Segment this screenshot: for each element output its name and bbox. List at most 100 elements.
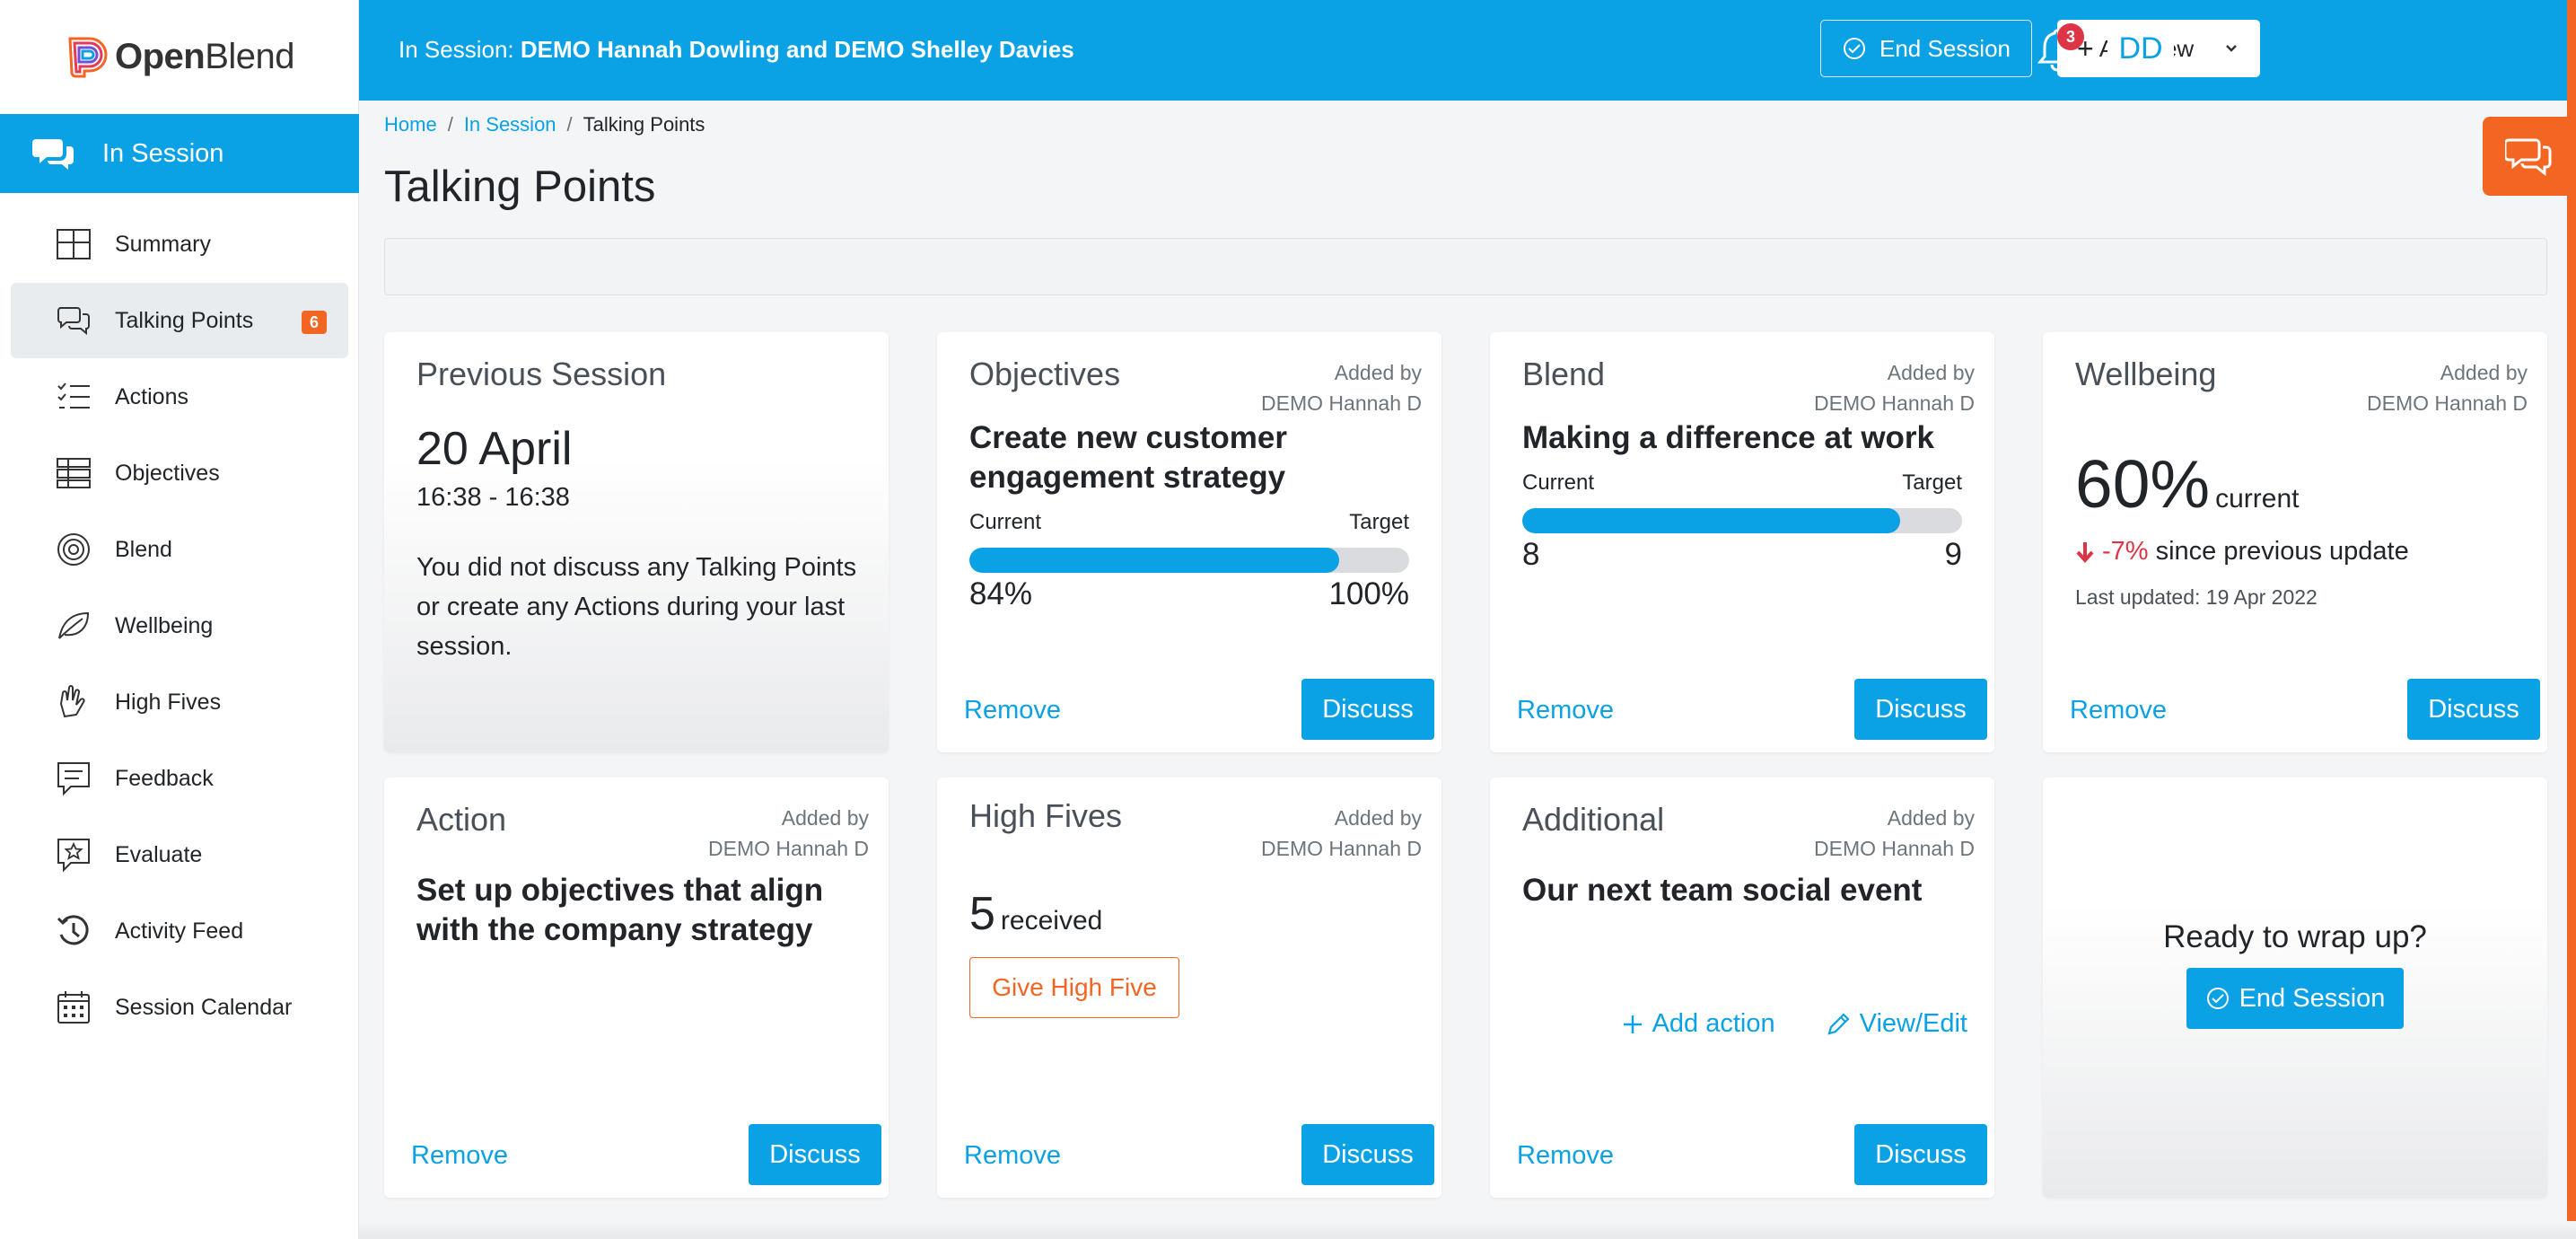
- sidebar-nav: Summary Talking Points 6 Actions Objecti…: [11, 206, 348, 1046]
- remove-button[interactable]: Remove: [1517, 1141, 1614, 1170]
- high-fives-count-value: 5: [969, 888, 995, 940]
- discuss-button[interactable]: Discuss: [749, 1124, 881, 1185]
- wrap-up-end-session-button[interactable]: End Session: [2186, 968, 2404, 1029]
- card-action: Action Added by DEMO Hannah D Set up obje…: [384, 778, 889, 1198]
- sidebar-item-label: Activity Feed: [115, 918, 244, 944]
- discuss-button[interactable]: Discuss: [1301, 679, 1434, 740]
- openblend-logo-icon: [68, 37, 108, 77]
- sidebar-item-talking-points[interactable]: Talking Points 6: [11, 283, 348, 358]
- discuss-button[interactable]: Discuss: [1854, 1124, 1987, 1185]
- remove-button[interactable]: Remove: [2070, 696, 2167, 725]
- wellbeing-current-word: current: [2215, 484, 2300, 514]
- added-by: Added by DEMO Hannah D: [2367, 357, 2528, 418]
- progress-fill: [1522, 508, 1901, 533]
- actions-list-icon: [56, 379, 92, 415]
- breadcrumb-home[interactable]: Home: [384, 113, 437, 136]
- wellbeing-last-updated: Last updated: 19 Apr 2022: [2075, 585, 2318, 609]
- sidebar-item-label: Wellbeing: [115, 612, 214, 638]
- card-title: Previous Session: [416, 356, 667, 392]
- sidebar-item-actions[interactable]: Actions: [11, 359, 348, 435]
- view-edit-label: View/Edit: [1859, 1009, 1967, 1038]
- chat-toggle-button[interactable]: [2483, 117, 2576, 196]
- sidebar-item-high-fives[interactable]: High Fives: [11, 664, 348, 740]
- discuss-button[interactable]: Discuss: [1301, 1124, 1434, 1185]
- add-action-link[interactable]: Add action: [1622, 1009, 1775, 1039]
- session-prefix: In Session:: [399, 36, 514, 63]
- wellbeing-change-text: since previous update: [2155, 537, 2409, 566]
- sidebar-item-activity-feed[interactable]: Activity Feed: [11, 893, 348, 969]
- breadcrumb: Home / In Session / Talking Points: [384, 113, 705, 136]
- added-by: Added by DEMO Hannah D: [1261, 357, 1422, 418]
- remove-button[interactable]: Remove: [1517, 696, 1614, 725]
- give-high-five-button[interactable]: Give High Five: [969, 957, 1179, 1018]
- bottom-fade: [359, 1221, 2576, 1239]
- added-by: Added by DEMO Hannah D: [708, 803, 869, 864]
- added-by-name: DEMO Hannah D: [1261, 837, 1422, 860]
- remove-button[interactable]: Remove: [964, 696, 1061, 725]
- sidebar-section-in-session[interactable]: In Session: [0, 114, 359, 193]
- user-avatar[interactable]: DD: [2107, 22, 2174, 75]
- card-high-fives: High Fives Added by DEMO Hannah D 5 receiv…: [937, 778, 1441, 1198]
- sidebar-item-session-calendar[interactable]: Session Calendar: [11, 970, 348, 1045]
- breadcrumb-in-session[interactable]: In Session: [463, 113, 556, 136]
- sidebar-item-label: High Fives: [115, 689, 222, 715]
- added-by-label: Added by: [1334, 361, 1422, 384]
- check-circle-icon: [1844, 38, 1865, 59]
- app-logo[interactable]: OpenBlend: [0, 0, 358, 114]
- sidebar-item-feedback[interactable]: Feedback: [11, 741, 348, 816]
- card-objectives: Objectives Added by DEMO Hannah D Create …: [937, 332, 1441, 752]
- sidebar-item-evaluate[interactable]: Evaluate: [11, 817, 348, 892]
- card-blend: Blend Added by DEMO Hannah D Making a dif…: [1490, 332, 1994, 752]
- high-five-icon: [56, 684, 92, 720]
- sidebar-item-summary[interactable]: Summary: [11, 206, 348, 282]
- sidebar-item-wellbeing[interactable]: Wellbeing: [11, 588, 348, 663]
- previous-session-text: You did not discuss any Talking Points o…: [416, 553, 857, 661]
- view-edit-link[interactable]: View/Edit: [1826, 1009, 1967, 1039]
- sidebar-item-label: Blend: [115, 536, 172, 562]
- talking-points-count-badge: 6: [302, 311, 327, 334]
- target-label: Target: [1902, 470, 1962, 495]
- card-title: Blend: [1522, 356, 1606, 392]
- end-session-button[interactable]: End Session: [1820, 20, 2032, 77]
- chat-icon: [2505, 138, 2552, 176]
- wellbeing-leaf-icon: [56, 608, 92, 644]
- added-by-name: DEMO Hannah D: [1814, 391, 1975, 415]
- discuss-button[interactable]: Discuss: [1854, 679, 1987, 740]
- added-by-name: DEMO Hannah D: [1814, 837, 1975, 860]
- wellbeing-percent-value: 60%: [2075, 446, 2211, 522]
- current-label: Current: [1522, 470, 1595, 495]
- add-action-label: Add action: [1652, 1009, 1775, 1038]
- objectives-icon: [56, 455, 92, 491]
- added-by-label: Added by: [2440, 361, 2528, 384]
- wrap-up-end-session-label: End Session: [2239, 983, 2386, 1013]
- card-title: Wellbeing: [2075, 356, 2217, 392]
- filter-bar: [384, 238, 2547, 295]
- target-value: 100%: [1328, 576, 1409, 611]
- sidebar-item-label: Evaluate: [115, 841, 203, 867]
- current-value: 84%: [969, 576, 1033, 611]
- sidebar-item-label: Objectives: [115, 460, 220, 486]
- added-by-name: DEMO Hannah D: [2367, 391, 2528, 415]
- talking-points-icon: [56, 303, 92, 338]
- blend-headline: Making a difference at work: [1522, 420, 1935, 455]
- session-participants: DEMO Hannah Dowling and DEMO Shelley Dav…: [520, 36, 1074, 63]
- discuss-button[interactable]: Discuss: [2407, 679, 2540, 740]
- summary-grid-icon: [56, 226, 92, 262]
- page-title: Talking Points: [384, 163, 656, 211]
- card-title: Additional: [1522, 801, 1665, 838]
- current-label: Current: [969, 510, 1042, 534]
- additional-headline: Our next team social event: [1522, 873, 1923, 908]
- right-edge-strip: [2567, 0, 2576, 1239]
- sidebar-section-label: In Session: [102, 138, 224, 168]
- added-by: Added by DEMO Hannah D: [1814, 357, 1975, 418]
- remove-button[interactable]: Remove: [411, 1141, 508, 1170]
- top-bar: In Session: DEMO Hannah Dowling and DEMO…: [359, 0, 2576, 101]
- sidebar-item-blend[interactable]: Blend: [11, 512, 348, 587]
- card-previous-session: Previous Session 20 April 16:38 - 16:38 …: [384, 332, 889, 752]
- wrap-up-question: Ready to wrap up?: [2163, 919, 2427, 954]
- sidebar-item-objectives[interactable]: Objectives: [11, 435, 348, 511]
- action-headline: Set up objectives that align with the co…: [416, 873, 824, 947]
- remove-button[interactable]: Remove: [964, 1141, 1061, 1170]
- additional-links: Add action View/Edit: [1622, 1009, 1967, 1039]
- arrow-down-icon: [2076, 541, 2094, 563]
